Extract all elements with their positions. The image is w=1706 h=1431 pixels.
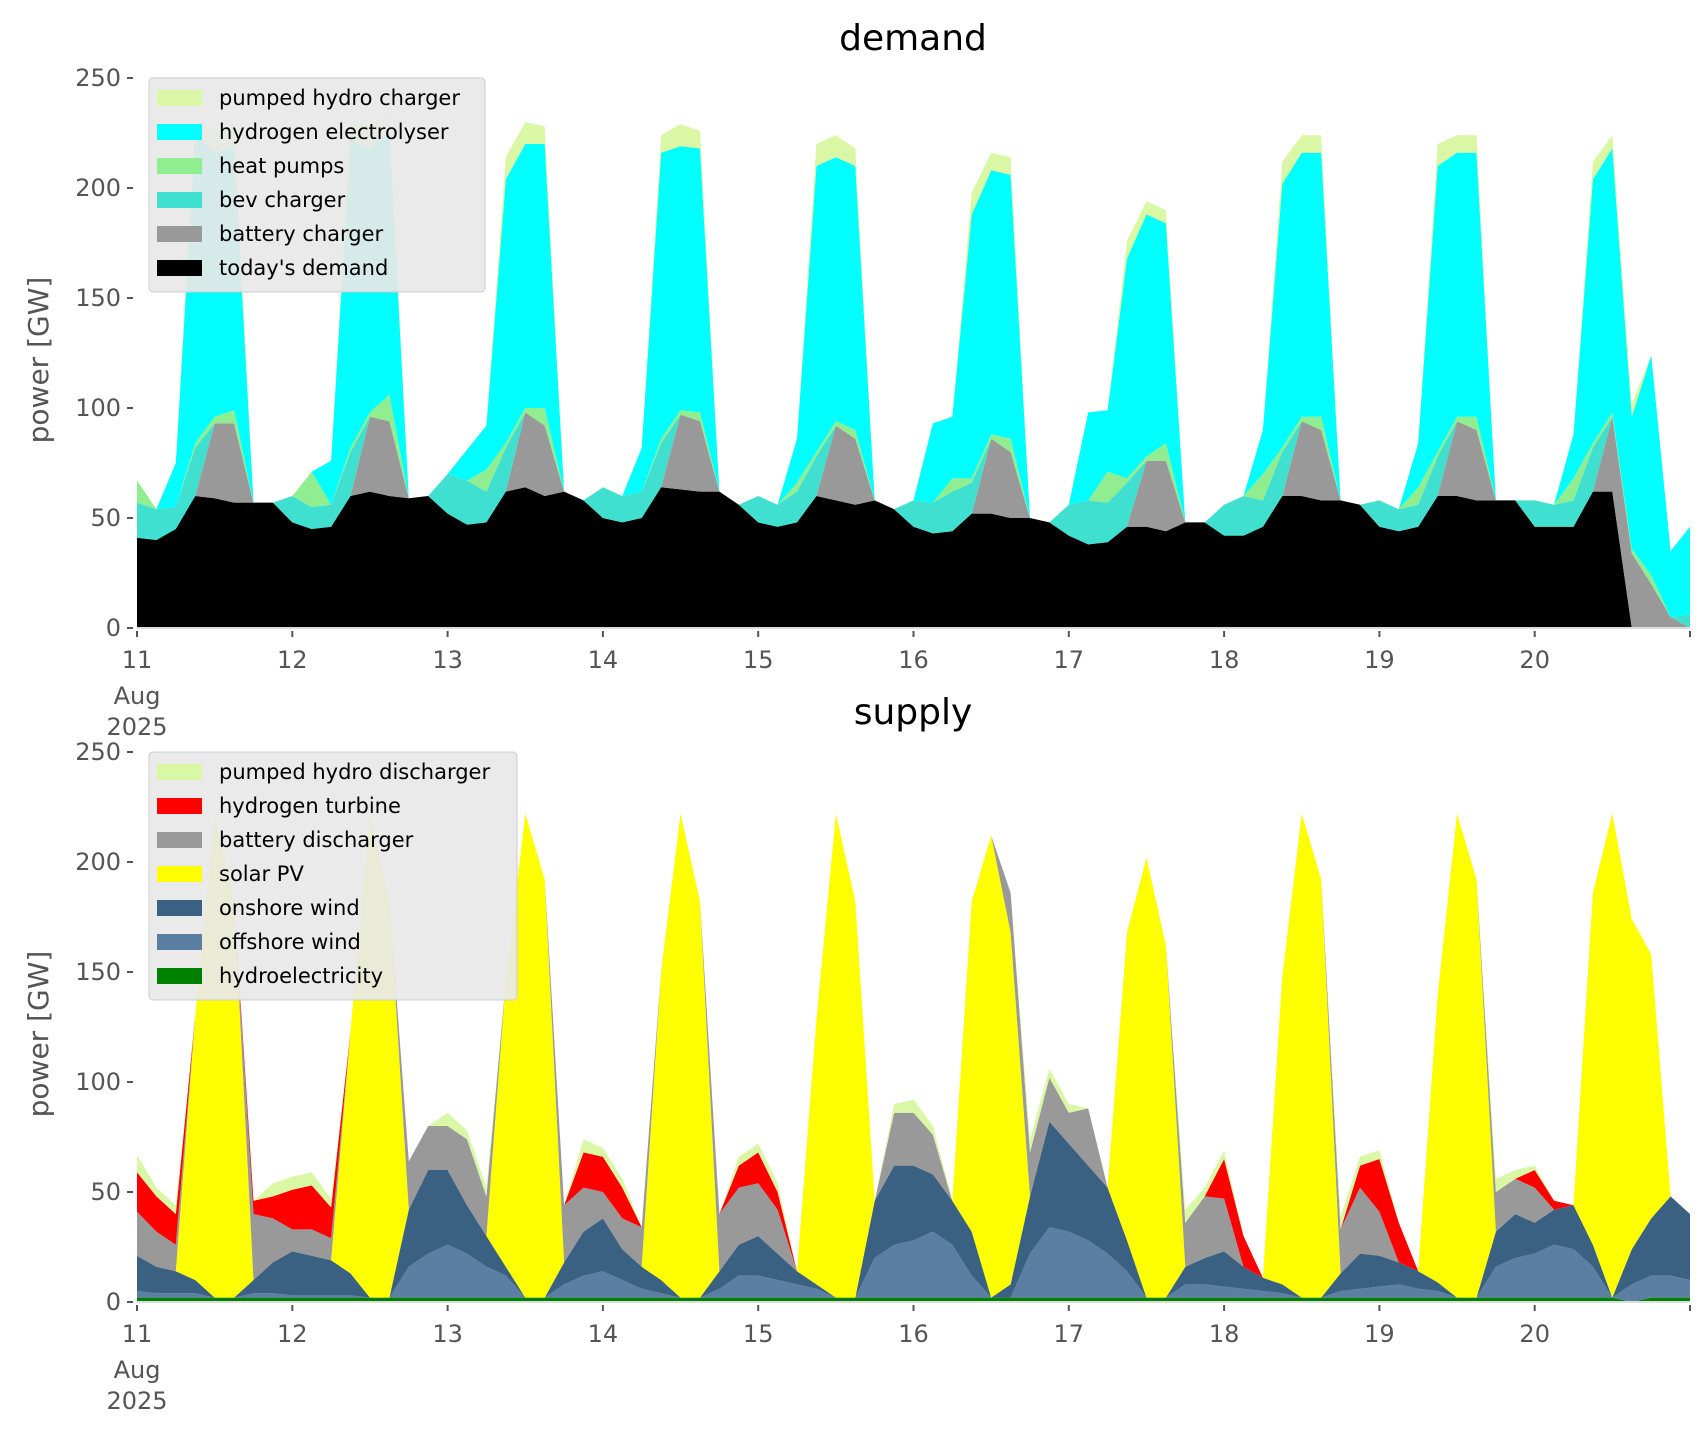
- area-battery-discharger: [137, 813, 1690, 1280]
- x-tick-sublabel: 2025: [106, 1387, 167, 1415]
- y-tick-label: 0: [106, 1288, 121, 1316]
- area-solar-pv: [137, 813, 1690, 1298]
- x-tick-label: 13: [432, 646, 463, 674]
- y-tick-label: 100: [75, 394, 121, 422]
- area-hydroelectricity: [137, 1297, 1690, 1302]
- legend-swatch: [157, 124, 202, 140]
- y-tick-label: 200: [75, 174, 121, 202]
- x-tick-label: 18: [1209, 646, 1240, 674]
- x-tick-label: 17: [1054, 646, 1085, 674]
- legend-label: bev charger: [219, 188, 346, 212]
- legend-swatch: [157, 260, 202, 276]
- legend-label: pumped hydro discharger: [219, 760, 490, 784]
- x-tick-label: 16: [898, 1320, 929, 1348]
- demand-title: demand: [839, 18, 987, 59]
- y-tick-label: 0: [106, 614, 121, 642]
- x-tick-label: 13: [432, 1320, 463, 1348]
- legend-swatch: [157, 764, 202, 780]
- legend-swatch: [157, 866, 202, 882]
- x-tick-label: 20: [1519, 1320, 1550, 1348]
- demand-panel: demand power [GW] 0 50 100 150 200 250 11 Aug 20…: [22, 18, 1691, 741]
- area-today-s-demand: [137, 487, 1690, 628]
- y-tick-label: 250: [75, 738, 121, 766]
- demand-axes: 0 50 100 150 200 250 11 Aug 2025 12 13 14 15 16 17 18 19…: [75, 64, 1691, 741]
- legend-box: [148, 751, 518, 1001]
- x-tick-label: 15: [743, 646, 774, 674]
- x-tick-label: 19: [1364, 1320, 1395, 1348]
- area-onshore-wind: [137, 1121, 1690, 1298]
- x-tick-label: 19: [1364, 646, 1395, 674]
- x-tick-sublabel: Aug: [114, 682, 161, 710]
- y-tick-label: 50: [90, 504, 121, 532]
- x-tick-label: 11: [122, 1320, 153, 1348]
- x-tick-label: 17: [1054, 1320, 1085, 1348]
- supply-title: supply: [854, 692, 973, 733]
- y-tick-label: 150: [75, 284, 121, 312]
- x-tick-sublabel: 2025: [106, 713, 167, 741]
- demand-legend: pumped hydro charger hydrogen electrolyse…: [148, 77, 486, 293]
- demand-y-axis-label: power [GW]: [22, 277, 55, 444]
- y-tick-label: 200: [75, 848, 121, 876]
- legend-swatch: [157, 798, 202, 814]
- x-tick-label: 14: [588, 1320, 619, 1348]
- x-tick-label: 18: [1209, 1320, 1240, 1348]
- legend-swatch: [157, 226, 202, 242]
- legend-swatch: [157, 934, 202, 950]
- supply-panel: supply power [GW] 0 50 100 150 200 250 11 Aug 20…: [22, 692, 1691, 1415]
- x-tick-label: 12: [277, 1320, 308, 1348]
- supply-areas: [137, 813, 1690, 1302]
- demand-areas: [137, 113, 1690, 628]
- area-battery-charger: [137, 412, 1690, 628]
- x-tick-sublabel: Aug: [114, 1356, 161, 1384]
- x-tick-label: 14: [588, 646, 619, 674]
- x-tick-label: 16: [898, 646, 929, 674]
- legend-label: today's demand: [219, 256, 388, 280]
- area-hydrogen-electrolyser: [137, 130, 1690, 618]
- legend-box: [148, 77, 486, 293]
- legend-swatch: [157, 192, 202, 208]
- x-tick-label: 12: [277, 646, 308, 674]
- x-tick-label: 20: [1519, 646, 1550, 674]
- supply-axes: 0 50 100 150 200 250 11 Aug 2025 12 13 14 15 16 17 18 19…: [75, 738, 1691, 1415]
- legend-label: hydrogen turbine: [219, 794, 401, 818]
- x-tick-label: 11: [122, 646, 153, 674]
- area-bev-charger: [137, 412, 1690, 628]
- x-tick-label: 15: [743, 1320, 774, 1348]
- supply-y-axis-label: power [GW]: [22, 951, 55, 1118]
- legend-swatch: [157, 900, 202, 916]
- legend-label: battery charger: [219, 222, 384, 246]
- y-tick-label: 50: [90, 1178, 121, 1206]
- legend-label: solar PV: [219, 862, 304, 886]
- legend-swatch: [157, 90, 202, 106]
- legend-label: hydroelectricity: [219, 964, 383, 988]
- y-tick-label: 100: [75, 1068, 121, 1096]
- supply-legend: pumped hydro discharger hydrogen turbine b…: [148, 751, 518, 1001]
- y-tick-label: 250: [75, 64, 121, 92]
- legend-swatch: [157, 158, 202, 174]
- legend-label: battery discharger: [219, 828, 414, 852]
- legend-label: hydrogen electrolyser: [219, 120, 449, 144]
- area-offshore-wind: [137, 1227, 1690, 1302]
- legend-label: offshore wind: [219, 930, 361, 954]
- y-tick-label: 150: [75, 958, 121, 986]
- legend-swatch: [157, 968, 202, 984]
- legend-label: heat pumps: [219, 154, 344, 178]
- legend-label: pumped hydro charger: [219, 86, 460, 110]
- legend-label: onshore wind: [219, 896, 360, 920]
- legend-swatch: [157, 832, 202, 848]
